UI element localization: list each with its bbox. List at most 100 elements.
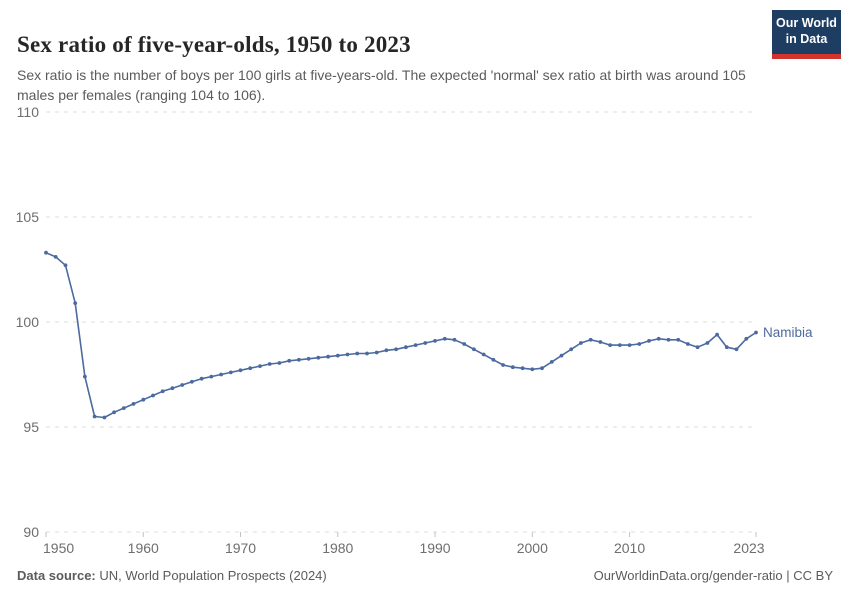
data-point-namibia-1982[interactable] [355,351,360,356]
data-point-namibia-1954[interactable] [83,374,87,379]
x-axis-label-2023: 2023 [733,540,764,556]
data-point-namibia-1998[interactable] [510,365,515,370]
data-point-namibia-1997[interactable] [501,363,505,367]
y-axis-label-100: 100 [16,314,40,330]
data-point-namibia-1995[interactable] [481,352,486,357]
x-axis-label-1990: 1990 [419,540,450,556]
data-point-namibia-2023[interactable] [754,330,758,335]
chart-title: Sex ratio of five-year-olds, 1950 to 202… [17,32,411,58]
data-point-namibia-2001[interactable] [540,366,544,371]
data-point-namibia-1987[interactable] [404,345,408,350]
credit-link[interactable]: OurWorldinData.org/gender-ratio | CC BY [593,568,833,583]
data-point-namibia-1961[interactable] [151,393,155,398]
data-point-namibia-2004[interactable] [569,347,574,352]
data-point-namibia-1979[interactable] [326,354,330,359]
data-point-namibia-2011[interactable] [637,342,642,346]
owid-logo[interactable]: Our World in Data [772,10,841,59]
data-point-namibia-2020[interactable] [724,345,729,350]
data-point-namibia-2010[interactable] [627,343,632,347]
data-point-namibia-1976[interactable] [297,357,301,362]
owid-logo-text: Our World in Data [776,16,837,46]
data-point-namibia-2000[interactable] [530,367,535,372]
data-point-namibia-2005[interactable] [579,341,583,345]
data-point-namibia-2019[interactable] [715,332,719,337]
y-axis-label-95: 95 [23,419,39,435]
data-point-namibia-1963[interactable] [170,386,175,391]
data-point-namibia-1973[interactable] [267,362,272,366]
x-axis-label-1970: 1970 [225,540,256,556]
y-axis-label-105: 105 [16,209,40,225]
data-point-namibia-1958[interactable] [121,406,126,410]
data-point-namibia-2003[interactable] [559,353,564,358]
data-point-namibia-1959[interactable] [131,402,136,406]
data-point-namibia-1957[interactable] [112,410,116,415]
y-axis-label-110: 110 [17,104,40,120]
data-point-namibia-1990[interactable] [433,339,437,343]
data-point-namibia-1967[interactable] [209,374,214,379]
chart-subtitle: Sex ratio is the number of boys per 100 … [17,67,746,103]
data-point-namibia-1968[interactable] [219,372,224,377]
data-point-namibia-2013[interactable] [656,336,661,341]
data-point-namibia-1970[interactable] [238,368,243,373]
data-point-namibia-1966[interactable] [199,376,204,381]
data-point-namibia-1988[interactable] [413,343,418,347]
x-axis-label-2010: 2010 [614,540,645,556]
series-line-namibia[interactable] [45,251,757,419]
data-point-namibia-2006[interactable] [588,337,593,342]
data-point-namibia-2002[interactable] [549,360,554,364]
data-point-namibia-2016[interactable] [686,342,690,346]
x-axis-label-2000: 2000 [517,540,548,556]
data-point-namibia-1977[interactable] [306,356,311,361]
y-axis-label-90: 90 [23,524,39,540]
data-point-namibia-1953[interactable] [73,301,78,305]
data-point-namibia-1951[interactable] [53,255,58,259]
data-point-namibia-1964[interactable] [180,383,185,387]
data-point-namibia-2012[interactable] [647,339,651,343]
data-point-namibia-1992[interactable] [452,337,457,342]
x-axis-label-1980: 1980 [322,540,353,556]
data-point-namibia-1965[interactable] [190,379,194,384]
entity-label-namibia[interactable]: Namibia [763,325,813,340]
data-point-namibia-1969[interactable] [228,370,233,375]
data-point-namibia-2008[interactable] [608,343,612,347]
data-point-namibia-2018[interactable] [705,341,710,345]
data-point-namibia-1962[interactable] [160,389,165,394]
data-point-namibia-1960[interactable] [141,397,146,402]
data-point-namibia-1978[interactable] [316,355,321,360]
data-point-namibia-2007[interactable] [598,340,603,344]
data-source-note: Data source: UN, World Population Prospe… [17,568,327,583]
data-point-namibia-2015[interactable] [676,337,681,342]
data-point-namibia-2017[interactable] [695,345,700,350]
data-point-namibia-1972[interactable] [258,364,262,368]
data-point-namibia-1971[interactable] [248,366,253,371]
data-source-text: UN, World Population Prospects (2024) [95,568,327,583]
data-point-namibia-1983[interactable] [365,351,369,356]
data-point-namibia-1950[interactable] [44,250,48,255]
chart-footer: Data source: UN, World Population Prospe… [17,568,833,588]
data-point-namibia-1999[interactable] [520,366,525,371]
data-point-namibia-1993[interactable] [462,342,467,346]
data-point-namibia-1991[interactable] [442,336,447,341]
data-point-namibia-1985[interactable] [384,348,389,353]
data-point-namibia-2014[interactable] [666,337,671,342]
x-axis-label-1950: 1950 [43,540,74,556]
data-point-namibia-1981[interactable] [345,352,350,357]
data-point-namibia-1975[interactable] [287,358,292,363]
data-source-label: Data source: [17,568,96,583]
data-point-namibia-1980[interactable] [335,353,340,358]
data-point-namibia-2009[interactable] [617,343,622,347]
data-point-namibia-1956[interactable] [102,415,107,420]
data-point-namibia-1989[interactable] [423,341,428,345]
x-axis-label-1960: 1960 [128,540,159,556]
data-point-namibia-1996[interactable] [491,357,496,362]
line-chart-canvas[interactable]: 90 95 100 105 110 1950 1960 1970 1980 1990 2000 201… [0,95,850,560]
data-point-namibia-1955[interactable] [92,414,97,419]
data-point-namibia-1994[interactable] [472,347,476,352]
data-point-namibia-2021[interactable] [734,347,739,352]
data-point-namibia-1986[interactable] [394,347,398,352]
data-point-namibia-1952[interactable] [63,263,68,268]
data-point-namibia-1984[interactable] [374,350,379,355]
data-point-namibia-1974[interactable] [277,361,282,365]
data-point-namibia-2022[interactable] [744,336,749,341]
